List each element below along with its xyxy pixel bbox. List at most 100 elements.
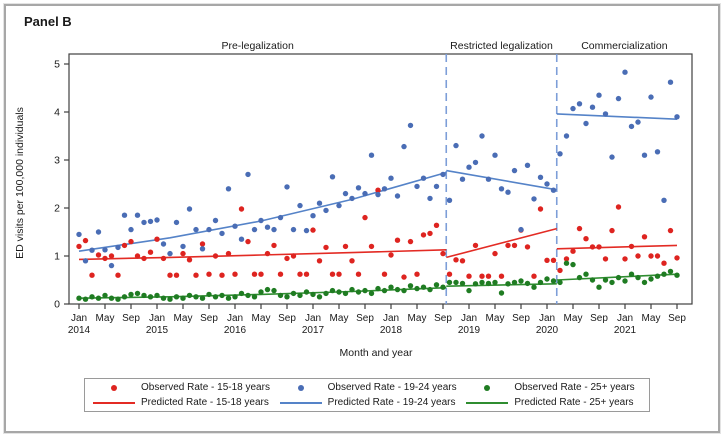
data-point [76,243,82,250]
data-point [492,279,498,286]
data-point [433,282,440,288]
data-point [108,262,115,269]
x-tick-label: Jan [71,313,87,324]
data-point [433,183,440,190]
y-tick-label: 1 [54,251,60,263]
data-point [420,175,427,181]
data-point [401,274,407,280]
panel-title: Panel B [24,14,72,29]
x-tick-label: Jan [149,313,165,324]
data-point [479,273,485,279]
data-point [225,295,232,301]
data-point [95,252,102,258]
data-point [310,291,316,298]
data-point [440,250,446,257]
data-point [466,164,472,170]
legend-line-icon [460,401,514,404]
data-point [303,271,310,277]
data-point [206,226,212,233]
legend-box: Observed Rate - 15-18 years Observed Rat… [84,378,650,412]
data-point [316,294,323,300]
series-predicted-rate-19-24-years [78,113,678,252]
legend-item-label: Observed Rate - 25+ years [514,382,635,393]
data-point [342,290,349,297]
data-point [459,258,466,264]
data-point [336,202,342,209]
data-point [186,257,193,263]
series-predicted-rate-15-18-years [78,227,678,261]
data-point [277,214,284,221]
data-point [661,260,667,266]
data-point [219,230,225,237]
data-point [518,226,524,233]
data-point [147,294,154,300]
data-point [381,271,388,277]
data-point [654,273,661,279]
data-point [583,271,589,277]
period-label-pre-legalization: Pre-legalization [221,40,294,52]
data-point [674,272,680,278]
x-tick-year-label: 2021 [614,325,637,336]
data-point [212,217,219,224]
data-point [238,206,245,212]
data-point [297,202,303,209]
x-axis-label: Month and year [339,347,413,359]
data-point [511,167,518,174]
data-point [414,271,420,277]
data-point [95,295,102,301]
data-point [511,279,518,286]
legend-item-predicted-25plus: Predicted Rate - 25+ years [460,395,647,410]
data-point [388,252,394,258]
data-point [362,287,368,294]
data-point [225,250,232,257]
data-point [89,247,95,253]
data-point [108,253,115,259]
data-point [511,242,518,249]
y-tick-label: 2 [54,203,60,215]
figure-panel: Panel B 0 1 2 3 4 5 Jan 2014 May Sep Jan 2015 May Sep… [4,4,720,433]
legend-item-label: Predicted Rate - 15-18 years [141,397,269,408]
data-point [355,271,362,277]
data-point [674,255,680,261]
y-tick-label: 0 [54,299,60,311]
data-point [180,243,186,250]
data-point [596,92,602,98]
y-axis-label: ED visits per 100,000 individuals [14,107,26,259]
data-point [407,283,414,289]
data-point [589,104,596,110]
data-point [576,225,583,232]
series-observed-rate-15-18-years [76,187,680,280]
data-point [550,257,557,263]
data-point [290,290,297,297]
data-point [167,250,173,257]
x-tick-label: May [96,313,115,324]
data-point [121,294,128,300]
data-point [76,231,82,238]
data-point [622,278,628,284]
data-point [667,79,674,85]
data-point [615,204,622,210]
data-point [173,272,180,278]
data-point [271,242,277,249]
data-point [134,212,141,218]
x-tick-label: Sep [122,313,140,324]
x-tick-label: Jan [227,313,243,324]
x-tick-label: Sep [356,313,374,324]
data-point [420,232,427,238]
data-point [284,184,290,190]
x-tick-label: May [330,313,349,324]
x-tick-year-label: 2015 [146,325,169,336]
data-point [232,271,238,277]
data-point [544,276,550,282]
data-point [531,284,537,290]
data-point [654,253,661,259]
data-point [219,292,225,299]
data-point [277,271,284,277]
data-point [615,274,622,281]
data-point [544,257,550,263]
data-point [375,187,381,193]
data-point [349,258,355,264]
x-tick-label: Sep [590,313,608,324]
x-tick-label: Jan [617,313,633,324]
legend-dot-icon [87,384,141,391]
